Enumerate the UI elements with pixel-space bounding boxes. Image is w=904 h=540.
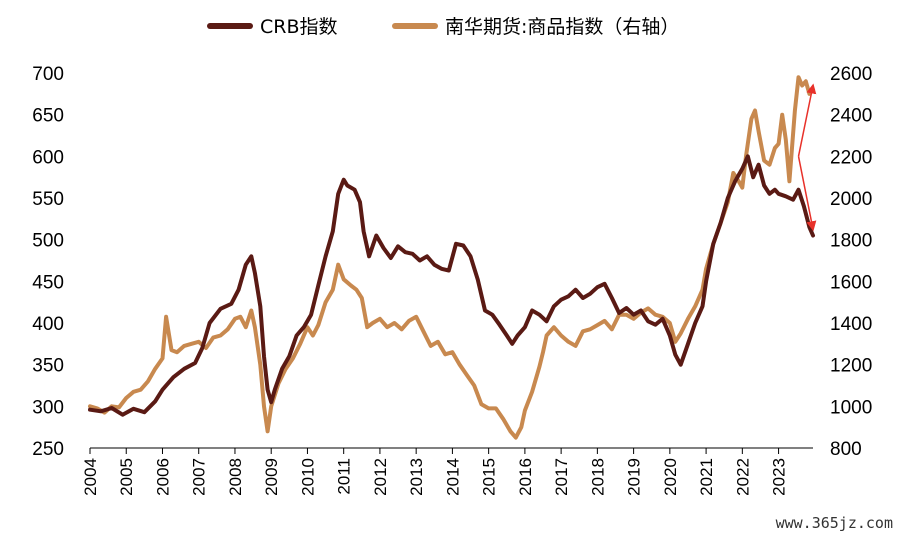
series-line-crb <box>88 154 815 417</box>
x-tick-label: 2004 <box>81 458 100 496</box>
x-tick-label: 2014 <box>443 458 462 496</box>
y-left-tick-label: 250 <box>32 439 64 460</box>
y-right-tick-label: 2200 <box>830 147 872 168</box>
x-tick-label: 2009 <box>262 458 281 496</box>
y-left-tick-label: 400 <box>32 314 64 335</box>
x-tick-label: 2021 <box>697 458 716 496</box>
x-tick-label: 2018 <box>588 458 607 496</box>
x-tick-label: 2007 <box>190 458 209 496</box>
y-left-tick-label: 550 <box>32 189 64 210</box>
x-tick-label: 2023 <box>770 458 789 496</box>
x-tick-label: 2011 <box>335 458 354 495</box>
y-left-tick-label: 650 <box>32 106 64 127</box>
watermark: www.365jz.com <box>776 514 893 532</box>
x-tick-label: 2010 <box>298 458 317 496</box>
legend-label-crb: CRB指数 <box>260 16 338 38</box>
y-right-tick-label: 1000 <box>830 397 872 418</box>
y-left-tick-label: 350 <box>32 356 64 377</box>
annotation-arrow-up <box>797 83 817 157</box>
x-tick-label: 2019 <box>625 458 644 496</box>
legend: CRB指数 南华期货:商品指数（右轴） <box>207 16 679 38</box>
x-tick-label: 2017 <box>552 458 571 496</box>
series-layer <box>88 75 815 440</box>
y-left-tick-label: 700 <box>32 64 64 85</box>
y-right-tick-label: 1200 <box>830 356 872 377</box>
legend-label-nanhua: 南华期货:商品指数（右轴） <box>445 16 679 38</box>
x-tick-label: 2015 <box>480 458 499 496</box>
y-left-tick-label: 300 <box>32 397 64 418</box>
x-tick-label: 2016 <box>516 458 535 496</box>
x-tick-label: 2022 <box>733 458 752 496</box>
y-right-tick-label: 2600 <box>830 64 872 85</box>
y-left-tick-label: 600 <box>32 147 64 168</box>
x-tick-label: 2005 <box>117 458 136 496</box>
y-left-tick-label: 450 <box>32 272 64 293</box>
y-right-tick-label: 800 <box>830 439 862 460</box>
x-tick-label: 2012 <box>371 458 390 496</box>
y-right-tick-label: 2000 <box>830 189 872 210</box>
x-tick-label: 2020 <box>661 458 680 496</box>
y-right-tick-label: 1600 <box>830 272 872 293</box>
x-tick-label: 2006 <box>153 458 172 496</box>
annotation-layer <box>797 83 817 232</box>
x-tick-label: 2013 <box>407 458 426 496</box>
y-right-tick-label: 1800 <box>830 231 872 252</box>
y-left-tick-label: 500 <box>32 231 64 252</box>
annotation-arrow-down <box>797 156 817 232</box>
axes: 250 300 350 400 450 500 550 600 650 700 800 1000 120… <box>32 64 872 496</box>
y-right-tick-label: 2400 <box>830 106 872 127</box>
y-right-tick-label: 1400 <box>830 314 872 335</box>
x-tick-label: 2008 <box>226 458 245 496</box>
